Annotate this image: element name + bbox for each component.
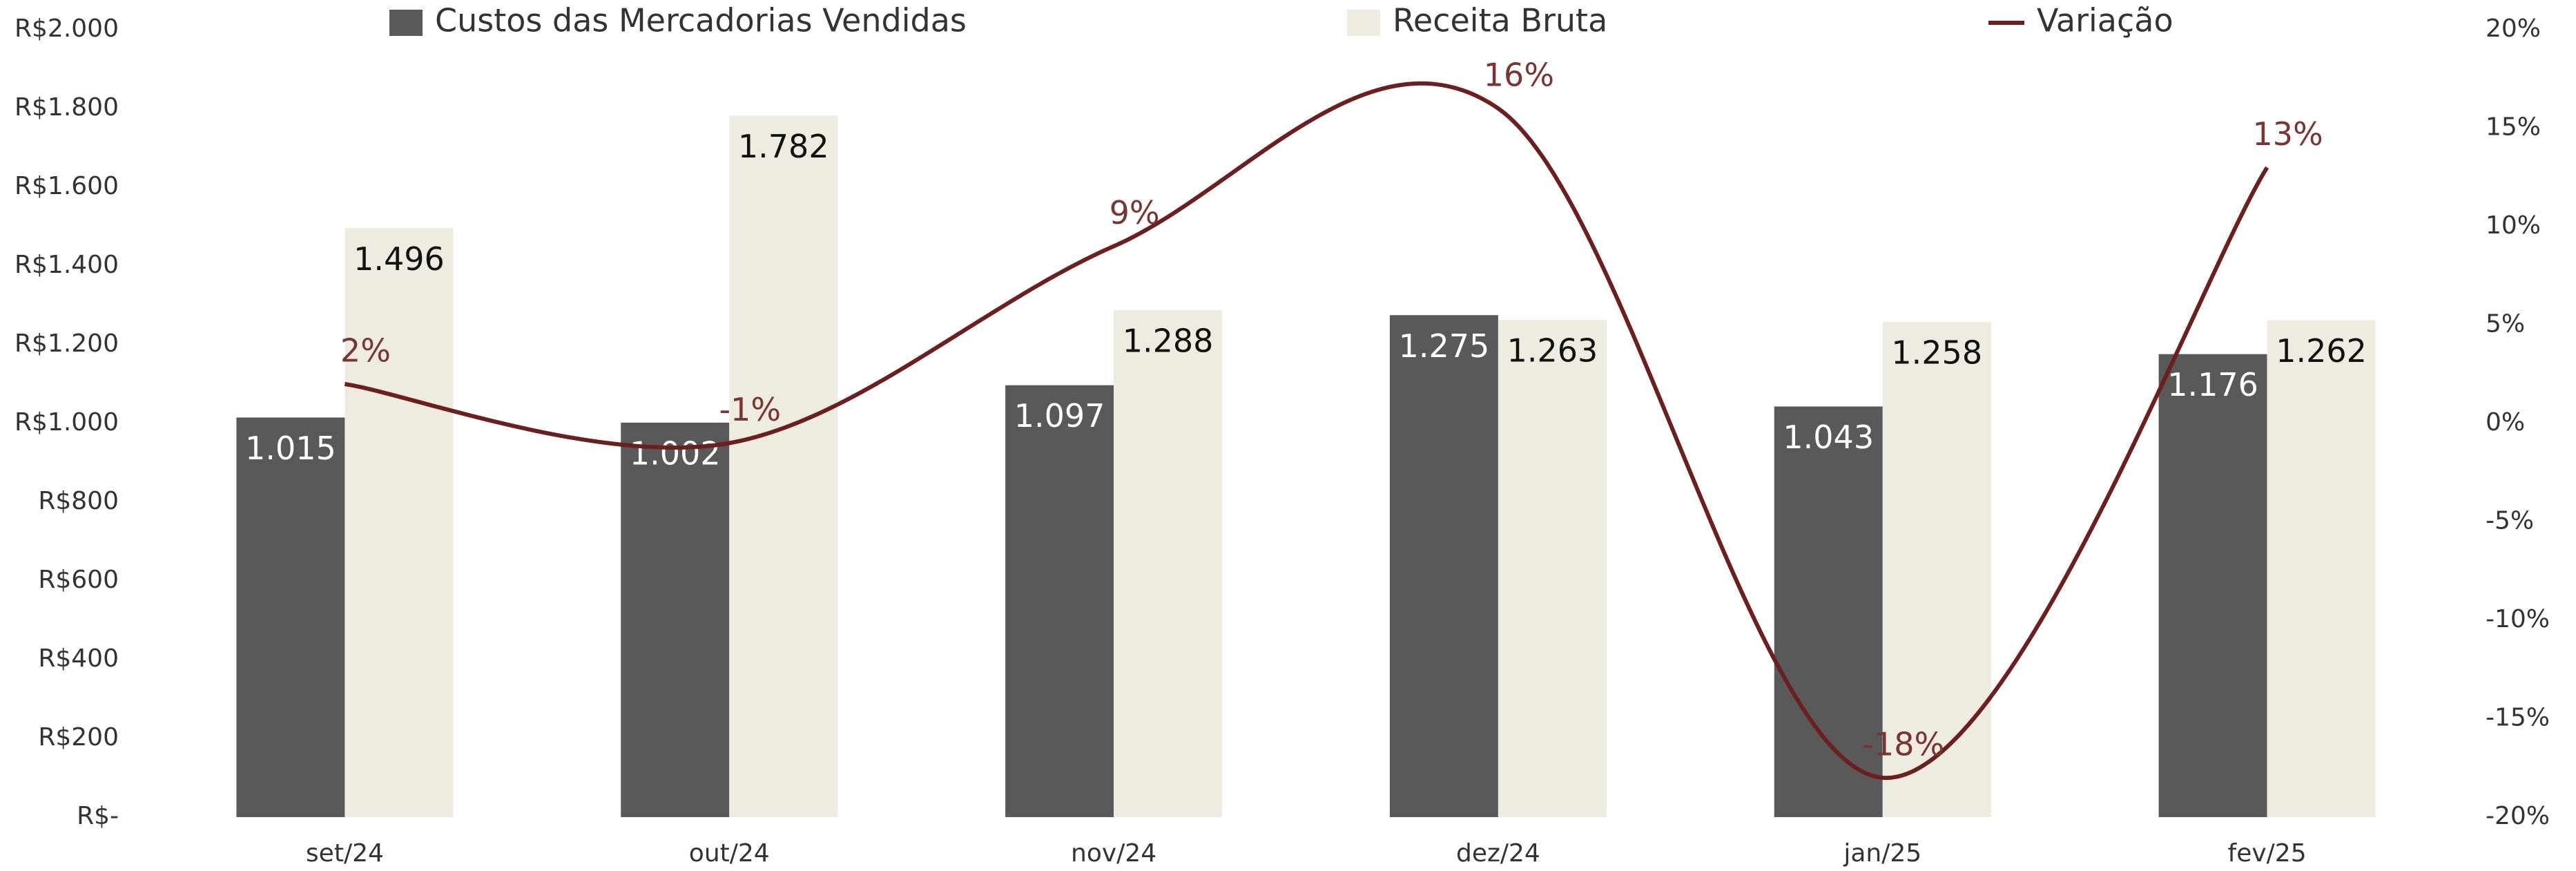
bar [345,228,454,817]
legend-swatch [389,10,423,36]
bar [2158,354,2267,817]
line-value-label: 16% [1484,57,1554,94]
line [344,81,2269,781]
y-tick-label: R$1.000 [14,408,119,437]
bar [236,417,345,817]
line-value-label: 13% [2252,115,2323,153]
legend-label: Receita Bruta [1393,2,1607,39]
bar [621,422,730,817]
legend-label: Custos das Mercadorias Vendidas [435,2,967,39]
bar [1498,320,1607,818]
y-tick-label: R$400 [38,644,119,673]
y2-tick-label: 20% [2486,15,2541,43]
bar-value-label: 1.015 [245,430,336,467]
bar-value-label: 1.176 [2167,366,2258,403]
x-tick-label: out/24 [689,839,770,868]
y2-tick-label: -20% [2486,802,2550,830]
y-tick-label: R$600 [38,566,119,594]
y-tick-label: R$2.000 [14,15,119,43]
y-tick-label: R$1.400 [14,251,119,279]
y2-tick-label: 15% [2486,113,2541,142]
bar-value-label: 1.275 [1399,327,1490,365]
bar-value-label: 1.496 [354,240,445,278]
legend-swatch [1347,10,1380,36]
y2-tick-label: 10% [2486,211,2541,240]
x-tick-label: dez/24 [1456,839,1540,868]
y2-tick-label: 5% [2486,310,2525,338]
line-value-label: 9% [1110,194,1160,231]
y-tick-label: R$1.800 [14,93,119,122]
bar-value-label: 1.097 [1014,397,1105,434]
y-tick-label: R$- [77,802,119,830]
bar [1882,321,1991,817]
y2-tick-label: -10% [2486,605,2550,633]
bar [1114,309,1223,818]
y2-tick-label: 0% [2486,408,2525,437]
bar [1005,385,1114,817]
bar [2267,320,2376,817]
bar [1389,315,1498,817]
legend-label: Variação [2037,2,2173,39]
line-value-label: 2% [340,332,391,370]
x-tick-label: set/24 [306,839,384,868]
bar [729,115,838,817]
x-tick-label: nov/24 [1071,839,1156,868]
bar-value-label: 1.002 [630,434,721,472]
bar-value-label: 1.263 [1507,332,1598,370]
bar-value-label: 1.288 [1123,322,1214,359]
y-tick-label: R$1.200 [14,329,119,358]
y-tick-label: R$1.600 [14,172,119,200]
bar-value-label: 1.782 [738,128,829,165]
y2-tick-label: -15% [2486,704,2550,732]
x-tick-label: fev/25 [2228,839,2307,868]
bar [1774,406,1883,817]
bar-value-label: 1.258 [1891,334,1982,371]
line-value-label: -1% [719,391,781,428]
bar-value-label: 1.043 [1783,419,1874,456]
bar-value-label: 1.262 [2276,332,2367,370]
line-value-label: -18% [1862,726,1944,763]
y2-tick-label: -5% [2486,507,2534,535]
y-tick-label: R$800 [38,487,119,515]
y-tick-label: R$200 [38,723,119,752]
x-tick-label: jan/25 [1843,839,1921,868]
